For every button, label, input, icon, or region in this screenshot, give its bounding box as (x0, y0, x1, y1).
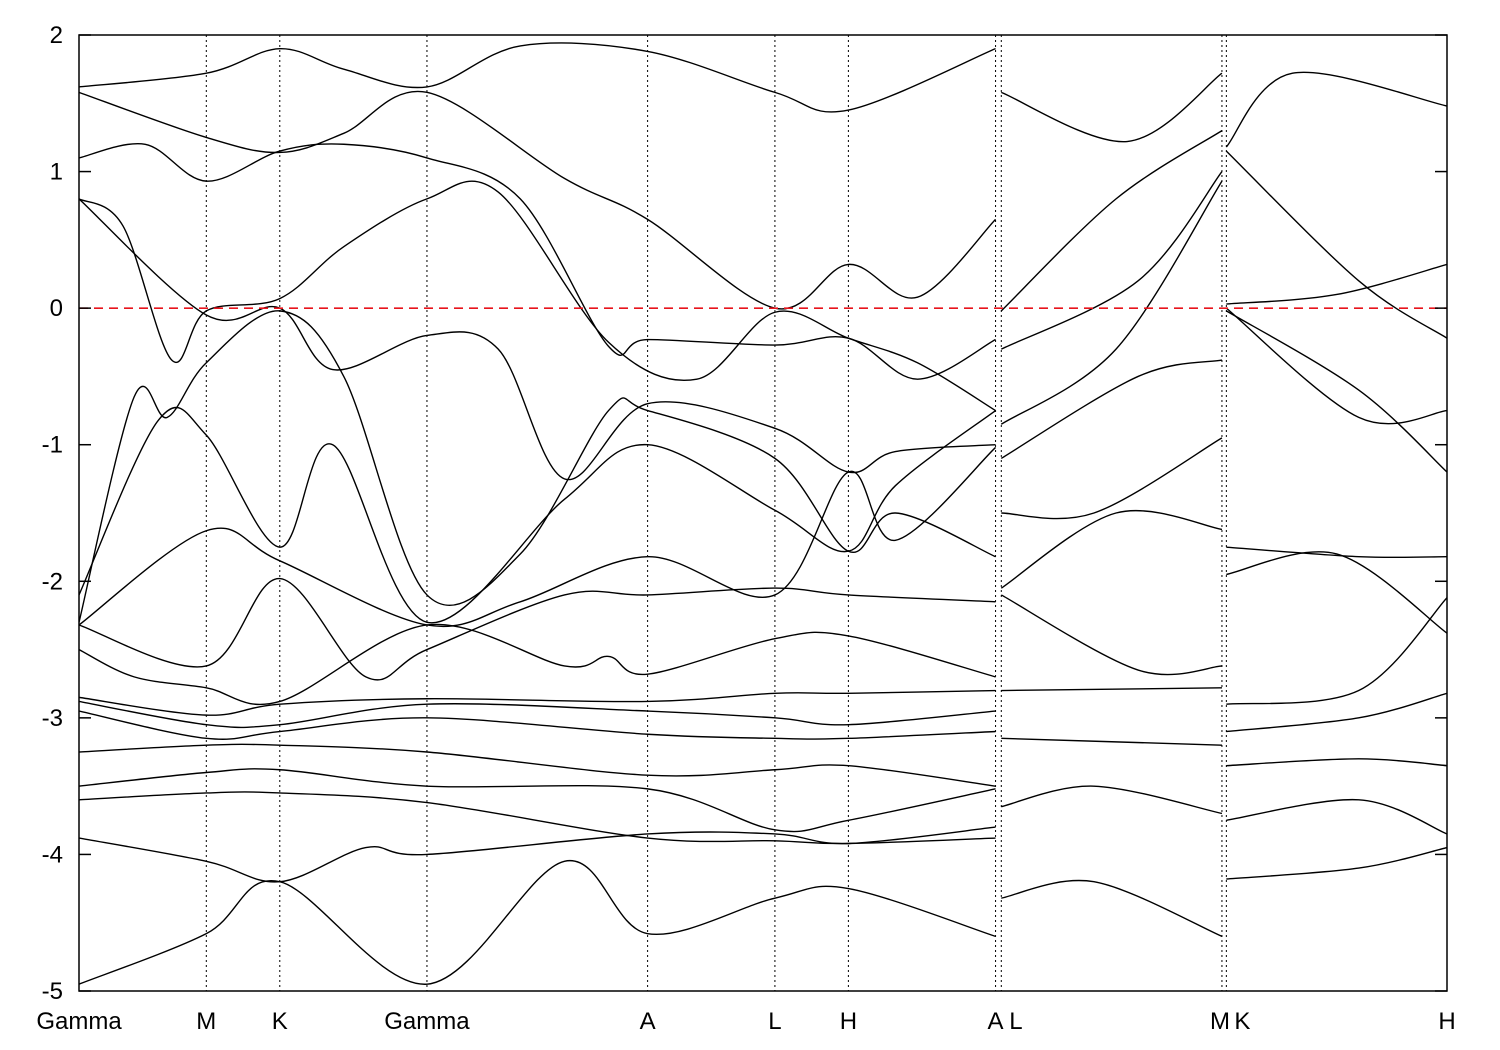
band-line (79, 768, 996, 833)
band-line (1000, 359, 1223, 459)
y-tick-label: -1 (42, 432, 63, 459)
y-tick-label: 1 (50, 159, 63, 186)
band-line (1001, 737, 1222, 746)
band-line (1000, 171, 1223, 350)
x-tick-label: Gamma (36, 1008, 122, 1035)
band-line (1226, 597, 1447, 705)
band-line (79, 406, 996, 624)
band-line (79, 826, 996, 883)
x-tick-label: K (1234, 1008, 1250, 1035)
band-line (1000, 180, 1223, 425)
band-line (79, 710, 996, 740)
high-symmetry-lines (205, 35, 1227, 991)
y-axis-ticks: 2 1 0 -1 -2 -3 -4 -5 (42, 22, 1447, 1005)
x-tick-label: L (1009, 1008, 1022, 1035)
x-axis-ticks: Gamma M K Gamma A L H A L M K H (36, 1008, 1455, 1035)
x-tick-label: M (196, 1008, 216, 1035)
y-tick-label: -3 (42, 705, 63, 732)
band-line (79, 623, 996, 706)
band-line (1225, 307, 1447, 425)
band-line (1000, 509, 1223, 589)
band-line (1000, 594, 1222, 676)
band-line (1226, 546, 1447, 559)
x-tick-label: M (1210, 1008, 1230, 1035)
band-line (79, 90, 997, 310)
band-line (79, 42, 996, 113)
band-line (1001, 879, 1223, 938)
bands-layer (79, 42, 1447, 985)
x-tick-label: A (988, 1008, 1004, 1035)
band-line (79, 577, 996, 681)
plot-frame (78, 34, 1448, 992)
x-tick-label: H (840, 1008, 857, 1035)
band-line (79, 446, 997, 628)
band-line (1225, 310, 1447, 473)
band-line (1000, 130, 1223, 312)
x-tick-label: Gamma (384, 1008, 470, 1035)
band-line (1226, 758, 1447, 767)
y-tick-label: -2 (42, 568, 63, 595)
band-line (1001, 687, 1222, 692)
band-line (79, 310, 996, 623)
y-tick-label: 0 (50, 295, 63, 322)
y-tick-label: -4 (42, 841, 63, 868)
band-line (79, 860, 996, 985)
band-line (1225, 71, 1447, 148)
x-tick-label: H (1438, 1008, 1455, 1035)
band-line (1226, 263, 1447, 305)
band-line (1226, 846, 1447, 880)
x-tick-label: K (272, 1008, 288, 1035)
band-line (79, 689, 996, 716)
y-tick-label: 2 (50, 22, 63, 49)
band-line (1225, 150, 1447, 339)
band-line (1226, 551, 1447, 634)
x-tick-label: A (640, 1008, 656, 1035)
band-line (79, 180, 996, 412)
band-line (1001, 437, 1223, 520)
band-line (79, 142, 996, 380)
band-line (1226, 798, 1447, 835)
y-tick-label: -5 (42, 978, 63, 1005)
band-line (1001, 72, 1223, 143)
band-line (1001, 785, 1223, 815)
band-line (79, 743, 996, 787)
band-line (1226, 692, 1447, 733)
x-tick-label: L (768, 1008, 781, 1035)
band-line (79, 700, 996, 729)
